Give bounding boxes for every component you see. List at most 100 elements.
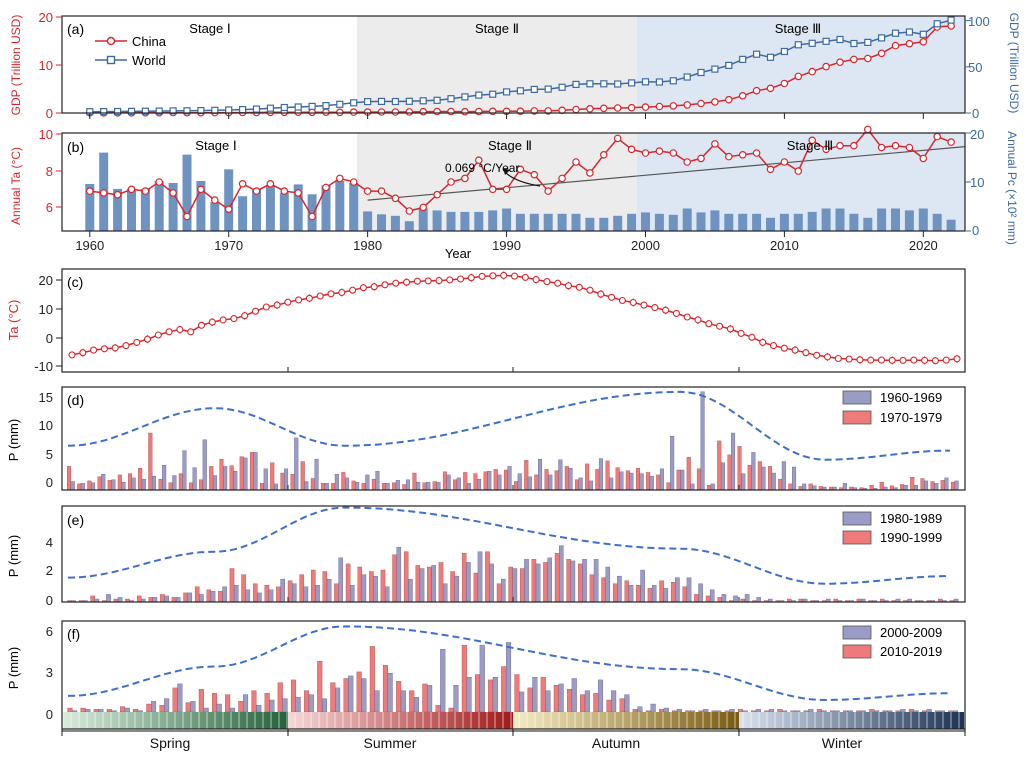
- precip-bar-second-decade: [120, 706, 126, 713]
- a-ylabel-left: GDP (Trillion USD): [9, 15, 23, 116]
- temperature-point: [564, 282, 573, 290]
- temperature-point: [251, 307, 260, 315]
- temperature-point: [766, 165, 775, 174]
- precip-bar-first-decade: [308, 694, 314, 713]
- stage2-background-a: [357, 16, 637, 113]
- precip-bar-first-decade: [446, 474, 451, 491]
- precip-bar-second-decade: [435, 705, 441, 713]
- world-gdp-point: [475, 91, 483, 99]
- precip-bar: [238, 196, 248, 231]
- e-ytick-0: 0: [46, 593, 53, 608]
- temperature-point: [737, 329, 745, 337]
- a-rtick-100: 100: [968, 14, 990, 29]
- precip-bar-first-decade: [172, 475, 177, 491]
- legend-f: 2000-2009 2010-2019: [842, 625, 942, 659]
- panel-label-f: (f): [67, 626, 80, 642]
- temperature-point: [447, 178, 455, 186]
- world-gdp-point: [808, 39, 816, 47]
- precip-bar-first-decade: [690, 483, 695, 491]
- stage-2-label-b: Stage Ⅱ: [488, 138, 532, 153]
- precip-bar-second-decade: [508, 566, 513, 603]
- precip-bar-second-decade: [619, 698, 625, 713]
- precip-bar: [863, 217, 873, 231]
- precip-bar-first-decade: [792, 466, 797, 491]
- precip-bar-second-decade: [77, 483, 82, 491]
- world-gdp-point: [364, 97, 372, 106]
- precip-bar-first-decade: [151, 475, 156, 491]
- precip-bar-first-decade: [611, 690, 617, 713]
- panel-label-e: (e): [67, 512, 84, 528]
- precip-bar-second-decade: [229, 568, 235, 603]
- precip-bar-first-decade: [477, 478, 482, 491]
- temperature-point: [489, 272, 497, 280]
- temperature-point: [377, 187, 386, 195]
- temperature-point: [510, 272, 519, 280]
- temperature-point: [338, 288, 346, 297]
- temperature-point: [392, 279, 400, 287]
- precip-bar-first-decade: [733, 595, 738, 603]
- china-gdp-point: [599, 104, 608, 113]
- precip-bar-first-decade: [466, 483, 471, 491]
- precip-bar-second-decade: [632, 709, 638, 713]
- precip-bar-first-decade: [106, 594, 111, 603]
- precip-bar-first-decade: [253, 452, 258, 491]
- panel-b: 6 8 10 Annual Ta (°C) 0 10 20 Annual Pc …: [9, 125, 1019, 261]
- precip-bar-second-decade: [589, 574, 595, 603]
- world-gdp-point: [141, 107, 149, 115]
- precip-bar: [932, 213, 942, 231]
- temperature-point: [683, 158, 692, 166]
- precip-bar: [793, 213, 803, 231]
- precip-bar-first-decade: [314, 458, 319, 491]
- d-ylabel: P (mm): [6, 419, 21, 461]
- temperature-point: [877, 143, 886, 152]
- precip-bar-first-decade: [812, 485, 817, 491]
- temperature-point: [208, 318, 216, 326]
- trend-arrow-head: [503, 168, 510, 175]
- precip-bar-second-decade: [882, 710, 888, 713]
- precip-bar-second-decade: [636, 585, 641, 603]
- precip-bar-first-decade: [703, 709, 709, 713]
- precip-bar-first-decade: [729, 709, 735, 713]
- temperature-point: [79, 349, 87, 357]
- temperature-point: [141, 187, 150, 195]
- season-strip-autumn: [513, 712, 739, 729]
- temperature-point: [597, 290, 605, 298]
- precip-bar-second-decade: [251, 690, 257, 713]
- precip-bar: [696, 212, 706, 231]
- precip-bar-first-decade: [720, 462, 725, 491]
- precip-bar-second-decade: [483, 471, 488, 491]
- d-ytick-10: 10: [39, 418, 53, 433]
- temperature-point: [672, 309, 680, 317]
- panel-a: 0 10 20 GDP (Trillion USD) 0 50 100 GDP …: [9, 10, 1021, 121]
- temperature-point: [100, 345, 108, 353]
- temperature-point: [405, 207, 414, 215]
- precip-bar-first-decade: [80, 483, 85, 491]
- panel-label-b: (b): [67, 139, 84, 155]
- precip-bar-second-decade: [473, 473, 478, 491]
- precip-bar: [891, 208, 900, 231]
- season-autumn: Autumn: [592, 735, 640, 751]
- world-gdp-point: [933, 20, 941, 28]
- precip-bar-second-decade: [90, 595, 95, 603]
- precip-bar-first-decade: [497, 474, 502, 491]
- precip-bar-second-decade: [93, 709, 99, 713]
- precip-bar-first-decade: [223, 466, 228, 491]
- precip-bar-first-decade: [624, 694, 630, 713]
- precip-bar-second-decade: [686, 457, 691, 491]
- precip-bar-second-decade: [345, 563, 351, 603]
- precip-bar-first-decade: [324, 483, 329, 491]
- world-gdp-point: [516, 87, 525, 95]
- temperature-point: [169, 189, 177, 197]
- precip-bar-first-decade: [771, 472, 776, 491]
- b-ylabel-right: Annual Pc (×10² mm): [1005, 131, 1019, 245]
- china-gdp-point: [780, 79, 789, 88]
- precip-bar-second-decade: [260, 483, 265, 491]
- c-ytick-0: 0: [46, 331, 53, 346]
- world-gdp-point: [294, 103, 302, 111]
- temperature-point: [359, 284, 367, 292]
- temperature-point: [176, 325, 184, 334]
- precip-bar-first-decade: [304, 481, 309, 491]
- precip-bar-first-decade: [609, 477, 614, 491]
- world-gdp-point: [155, 107, 163, 115]
- precip-bar-first-decade: [111, 710, 117, 713]
